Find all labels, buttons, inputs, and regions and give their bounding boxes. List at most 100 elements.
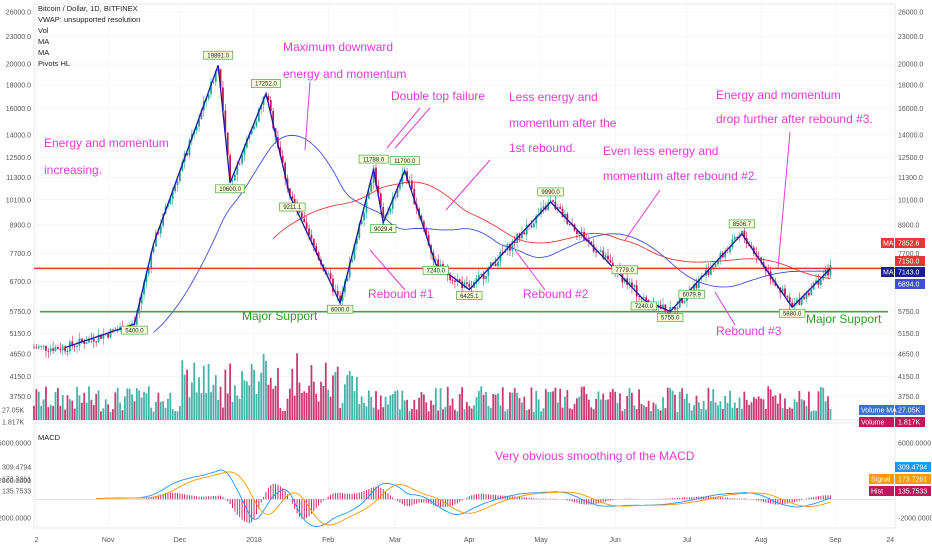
pivot-label: 5880.0 bbox=[783, 311, 802, 317]
annotation-arrow bbox=[514, 249, 546, 291]
volume-bar bbox=[566, 390, 569, 420]
y-tick-right: 4150.0 bbox=[898, 374, 920, 381]
volume-bar bbox=[286, 398, 289, 420]
volume-bar bbox=[729, 390, 731, 420]
volume-bar bbox=[583, 386, 585, 420]
volume-badge-value: 27.05K bbox=[898, 408, 921, 415]
candle-body bbox=[35, 347, 38, 349]
volume-bar bbox=[786, 408, 789, 420]
volume-bar bbox=[329, 396, 332, 420]
anno-evenless-1: Even less energy and bbox=[603, 144, 718, 158]
volume-bar bbox=[597, 391, 600, 420]
volume-bar bbox=[372, 407, 375, 420]
candle-body bbox=[532, 223, 535, 227]
volume-bar bbox=[748, 404, 751, 420]
volume-bar bbox=[341, 402, 344, 420]
volume-bar bbox=[267, 384, 270, 420]
volume-bar bbox=[585, 393, 588, 420]
trend-lines bbox=[64, 64, 831, 349]
volume-bar bbox=[733, 402, 736, 420]
candle-body bbox=[155, 232, 157, 247]
volume-bar bbox=[501, 387, 504, 420]
candle-body bbox=[454, 280, 456, 282]
volume-bar bbox=[327, 389, 330, 420]
y-tick-left: 14000.0 bbox=[6, 132, 31, 139]
candle-body bbox=[611, 262, 614, 269]
candle-body bbox=[394, 197, 397, 199]
candle-body bbox=[150, 252, 153, 269]
volume-bar bbox=[573, 403, 576, 420]
volume-bar bbox=[253, 369, 255, 420]
volume-bar bbox=[78, 395, 81, 420]
macd-tick-left: -2000.0000 bbox=[0, 516, 31, 523]
candle-body bbox=[312, 238, 315, 247]
candle-body bbox=[47, 350, 50, 352]
y-tick-left: 4150.0 bbox=[10, 374, 32, 381]
pivot-label: 6425.1 bbox=[460, 294, 479, 300]
volume-bar bbox=[741, 408, 743, 420]
volume-bar bbox=[262, 354, 265, 420]
candle-body bbox=[587, 239, 590, 242]
volume-bar bbox=[420, 392, 423, 420]
pivot-box bbox=[611, 265, 638, 275]
candle-body bbox=[401, 173, 404, 185]
volume-bar bbox=[224, 369, 227, 420]
y-tick-left: 4650.0 bbox=[10, 351, 32, 358]
macd-badge-tag-text: Signal bbox=[871, 477, 891, 484]
candle-body bbox=[664, 304, 667, 313]
candle-body bbox=[188, 139, 191, 156]
annotation-arrow bbox=[394, 107, 431, 149]
ma-fast-line bbox=[153, 134, 831, 333]
candle-body bbox=[61, 346, 64, 351]
candle-body bbox=[645, 297, 648, 301]
volume-bar bbox=[37, 391, 40, 420]
candle-body bbox=[707, 269, 710, 275]
candle-body bbox=[344, 281, 346, 293]
volume-bar bbox=[207, 363, 210, 420]
candle-body bbox=[234, 174, 236, 181]
pivot-label: 9990.0 bbox=[541, 190, 560, 196]
volume-bar bbox=[616, 402, 619, 420]
volume-bar bbox=[537, 399, 540, 420]
volume-bar bbox=[482, 394, 485, 420]
volume-bar bbox=[697, 402, 700, 420]
volume-badge bbox=[895, 417, 925, 427]
candle-body bbox=[327, 273, 330, 275]
candle-body bbox=[729, 247, 731, 252]
volume-bar bbox=[676, 411, 679, 420]
candle-body bbox=[681, 297, 684, 303]
macd-tick-right: 6000.0000 bbox=[898, 441, 931, 448]
y-tick-left: 5750.0 bbox=[10, 309, 32, 316]
candle-body bbox=[425, 228, 428, 235]
volume-bar bbox=[827, 396, 829, 420]
candle-body bbox=[40, 345, 43, 347]
volume-bar bbox=[159, 401, 162, 420]
volume-bar bbox=[473, 405, 475, 420]
volume-bar bbox=[611, 388, 614, 420]
pivot-box bbox=[389, 156, 420, 165]
x-tick: Sep bbox=[829, 537, 842, 544]
macd-badge-tag bbox=[869, 474, 894, 484]
volume-bar bbox=[815, 410, 817, 420]
volume-bar bbox=[738, 397, 741, 420]
volume-bar bbox=[123, 396, 126, 420]
volume-bar bbox=[332, 375, 334, 420]
price-badge-value: 7852.6 bbox=[898, 241, 920, 248]
header-legend: Bitcoin / Dollar, 1D, BITFINEX VWAP: uns… bbox=[38, 4, 140, 442]
volume-bar bbox=[810, 411, 813, 420]
candle-body bbox=[334, 290, 337, 292]
candle-body bbox=[92, 339, 95, 342]
macd-tick-right: -2000.0000 bbox=[898, 516, 932, 523]
candle-body bbox=[236, 164, 239, 175]
candle-body bbox=[736, 236, 739, 238]
x-tick: 24 bbox=[886, 537, 894, 544]
candle-body bbox=[291, 196, 294, 199]
candle-body bbox=[267, 96, 270, 101]
candle-body bbox=[724, 252, 727, 258]
anno-less-3: 1st rebound. bbox=[509, 141, 576, 155]
price-badge bbox=[895, 267, 925, 277]
volume-bar bbox=[757, 396, 760, 420]
volume-bar bbox=[530, 387, 533, 420]
candle-body bbox=[195, 126, 198, 131]
